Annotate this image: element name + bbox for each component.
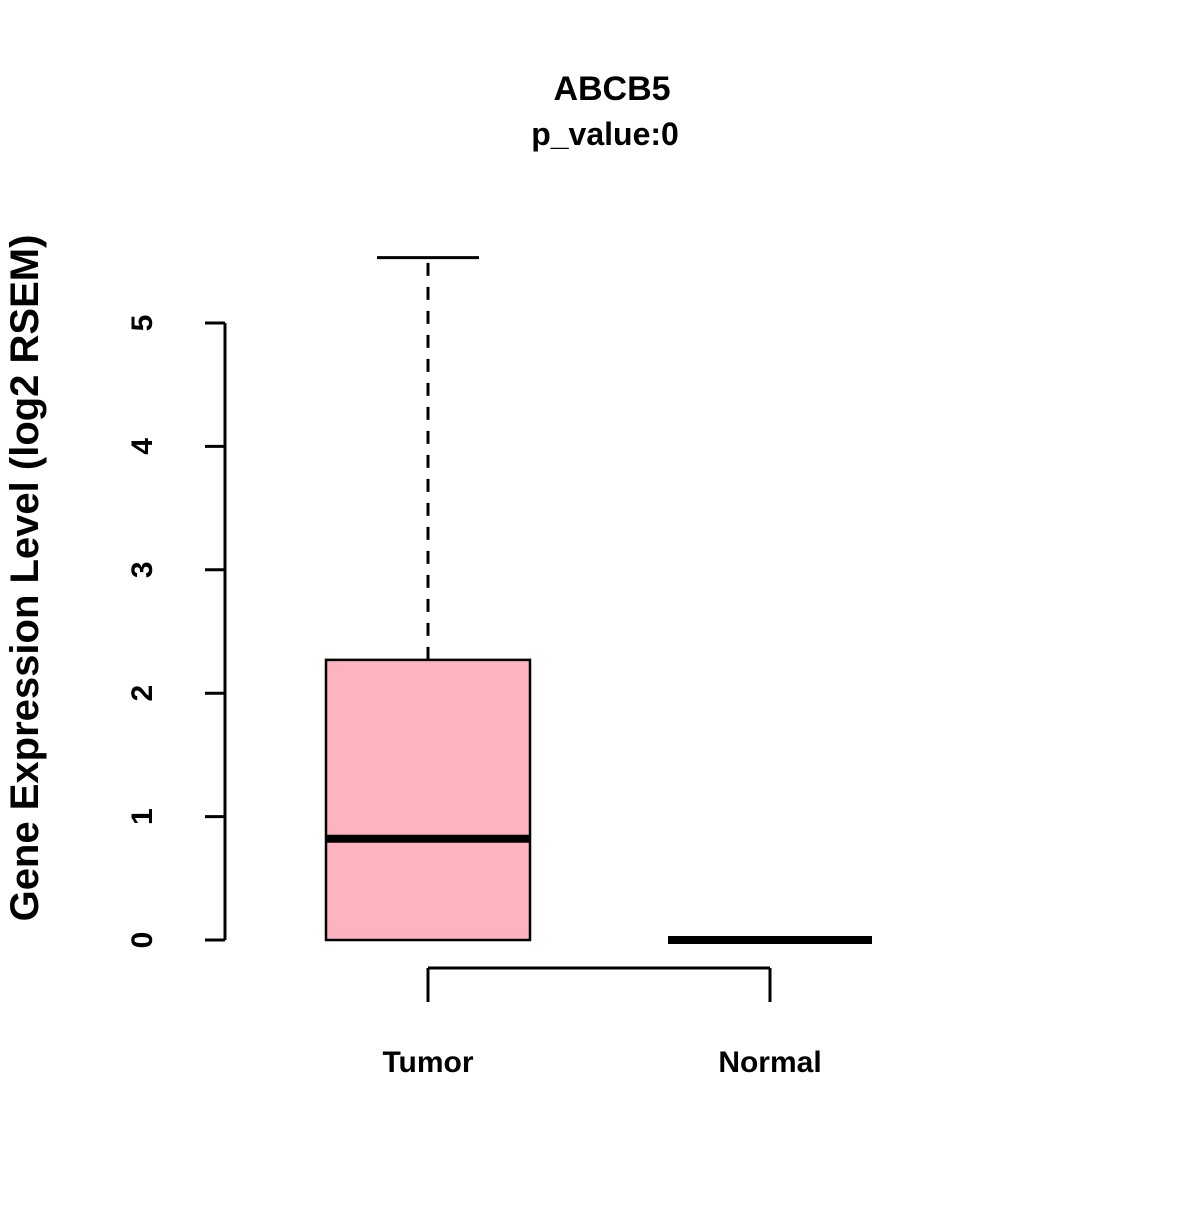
y-tick-label: 1 [126,808,159,825]
chart-title: ABCB5 [553,70,670,108]
y-tick-label: 5 [126,315,159,332]
box-group-tumor [324,256,532,942]
y-tick-label: 4 [126,438,159,455]
y-tick-label: 0 [126,932,159,949]
y-tick-label: 3 [126,561,159,578]
y-tick-label: 2 [126,685,159,702]
boxes-layer [324,256,872,944]
iqr-box [324,658,532,942]
x-axis-bracket [426,966,772,1002]
group-label-tumor: Tumor [382,1046,473,1079]
chart-subtitle: p_value:0 [531,116,679,152]
y-axis: 0 1 2 3 4 5 [126,315,227,949]
group-label-normal: Normal [718,1046,821,1079]
y-axis-label: Gene Expression Level (log2 RSEM) [3,235,47,922]
